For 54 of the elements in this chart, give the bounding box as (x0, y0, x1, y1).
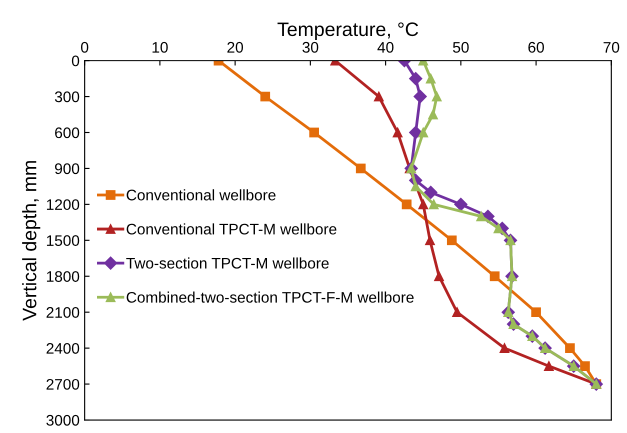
y-tick-label: 0 (72, 55, 80, 66)
x-tick-label: 30 (302, 42, 318, 53)
point (434, 271, 444, 282)
x-tick-label: 20 (227, 42, 244, 53)
point (402, 200, 412, 210)
point (426, 74, 436, 84)
y-tick-label: 300 (54, 91, 80, 102)
point (409, 126, 422, 140)
point (452, 307, 462, 318)
y-tick-label: 2700 (46, 378, 80, 390)
point (418, 128, 428, 138)
point (309, 128, 319, 138)
x-tick-label: 70 (604, 42, 620, 53)
point (374, 92, 384, 102)
x-tick-label: 0 (80, 42, 88, 53)
point (409, 72, 422, 86)
point (392, 128, 403, 138)
point (410, 182, 421, 192)
legend-label: Combined-two-section TPCT-F-M wellbore (126, 292, 414, 303)
y-tick-label: 1800 (46, 271, 80, 282)
legend-label: Conventional TPCT-M wellbore (126, 223, 336, 235)
point (565, 343, 575, 353)
point (531, 307, 541, 318)
point (414, 90, 427, 104)
y-axis-title: Vertical depth, mm (22, 161, 40, 321)
y-tick-label: 1200 (46, 199, 80, 210)
point (424, 186, 438, 199)
y-tick-label: 1500 (46, 235, 80, 246)
x-tick-label: 60 (528, 42, 544, 53)
point (500, 343, 510, 353)
point (490, 271, 500, 282)
point (260, 92, 270, 102)
y-tick-label: 2400 (46, 343, 80, 354)
point (580, 361, 590, 371)
x-tick-label: 40 (377, 42, 394, 53)
point (418, 200, 428, 210)
point (428, 110, 438, 120)
x-tick-label: 10 (152, 42, 168, 53)
y-tick-label: 3000 (46, 414, 80, 426)
y-tick-label: 2100 (46, 307, 80, 318)
point (544, 361, 554, 371)
x-tick-label: 50 (452, 42, 469, 53)
x-axis-title: Temperature, °C (278, 22, 418, 40)
y-tick-label: 900 (55, 163, 80, 174)
y-tick-label: 600 (55, 127, 80, 138)
point (446, 235, 457, 246)
point (432, 92, 442, 102)
point (356, 164, 366, 174)
legend-label: Two-section TPCT-M wellbore (126, 257, 329, 269)
point (425, 235, 435, 246)
point (428, 200, 439, 210)
legend-label: Conventional wellbore (126, 189, 276, 200)
point (454, 198, 468, 211)
point (476, 211, 486, 222)
